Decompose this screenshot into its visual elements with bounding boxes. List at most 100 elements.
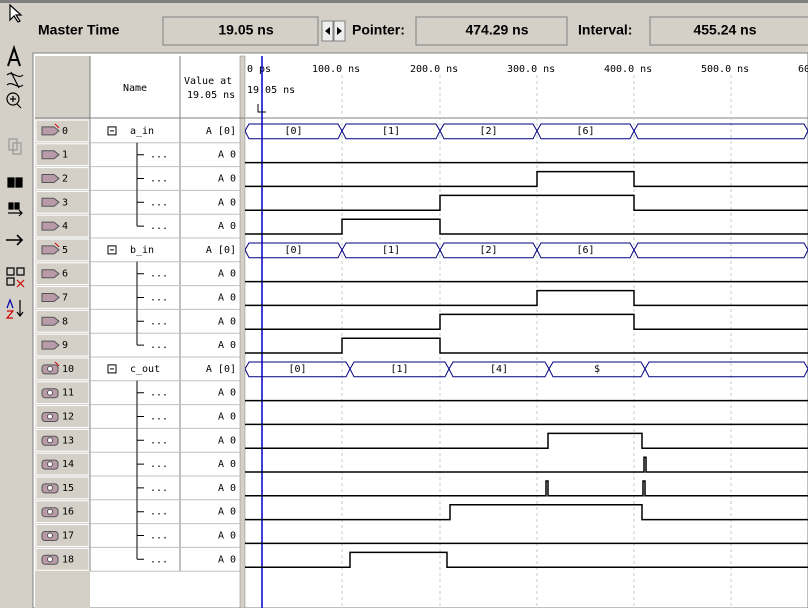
index-cell[interactable] bbox=[35, 167, 90, 190]
signal-name: ... bbox=[150, 554, 168, 565]
signal-name: ... bbox=[150, 197, 168, 208]
goto-tool[interactable] bbox=[6, 234, 24, 246]
master-time-box[interactable] bbox=[162, 16, 319, 46]
bus-value: [1] bbox=[382, 245, 400, 256]
tree-line bbox=[136, 166, 144, 191]
master-time-value: 19.05 ns bbox=[218, 22, 273, 38]
input-icon bbox=[41, 174, 60, 183]
input-icon bbox=[41, 150, 60, 160]
scroll-right-icon bbox=[337, 27, 342, 35]
index-cell[interactable] bbox=[35, 119, 90, 143]
signal-wave bbox=[245, 194, 808, 211]
ruler-label: 600.0 ns bbox=[798, 64, 808, 75]
interval-box bbox=[649, 16, 808, 46]
signal-wave bbox=[245, 504, 808, 521]
output-icon-dot bbox=[47, 389, 53, 396]
index-cell[interactable] bbox=[35, 190, 90, 214]
index-cell[interactable] bbox=[35, 333, 90, 357]
signal-index: 15 bbox=[62, 483, 74, 494]
pointer-value: 474.29 ns bbox=[465, 22, 528, 38]
tree-line bbox=[136, 309, 144, 334]
text-tool[interactable] bbox=[7, 44, 21, 67]
output-icon-dot bbox=[47, 556, 53, 563]
index-cell[interactable] bbox=[35, 309, 90, 333]
tree-line bbox=[136, 452, 144, 476]
tree-line bbox=[136, 380, 144, 405]
signal-wave bbox=[245, 313, 808, 330]
output-icon-dot bbox=[47, 484, 53, 491]
bus-value: [0] bbox=[284, 126, 302, 137]
tree-line bbox=[136, 142, 144, 167]
index-cell[interactable] bbox=[35, 214, 90, 238]
signal-name: ... bbox=[150, 531, 168, 542]
signal-value: A 0 bbox=[218, 435, 236, 446]
zoom-tool[interactable] bbox=[6, 92, 20, 106]
input-icon bbox=[41, 126, 60, 136]
signal-value: A 0 bbox=[218, 197, 236, 208]
tree-line bbox=[136, 190, 144, 215]
signal-index: 11 bbox=[62, 388, 74, 399]
signal-index: 14 bbox=[62, 459, 74, 470]
signal-name: ... bbox=[150, 174, 168, 185]
bus-value: [4] bbox=[490, 364, 508, 375]
index-cell[interactable] bbox=[35, 262, 90, 286]
signal-name: ... bbox=[150, 435, 168, 446]
signal-name: ... bbox=[150, 388, 168, 399]
ruler-label: 300.0 ns bbox=[507, 64, 555, 75]
waveform-tool[interactable] bbox=[6, 71, 24, 89]
ruler-label: 400.0 ns bbox=[604, 64, 652, 75]
signal-index: 3 bbox=[62, 197, 68, 208]
signal-wave bbox=[245, 480, 808, 497]
signal-name: ... bbox=[150, 221, 168, 232]
tree-line bbox=[136, 547, 144, 560]
input-icon bbox=[41, 197, 60, 207]
tree-line bbox=[136, 214, 144, 227]
signal-value: A 0 bbox=[218, 174, 236, 185]
bus-value: [6] bbox=[576, 245, 594, 256]
signal-value: A [0] bbox=[206, 126, 236, 137]
tree-line bbox=[136, 333, 144, 346]
index-cell[interactable] bbox=[35, 238, 90, 262]
signal-value: A [0] bbox=[206, 364, 236, 375]
signal-value: A 0 bbox=[218, 269, 236, 280]
signal-name: ... bbox=[150, 293, 168, 304]
signal-name: b_in bbox=[130, 245, 154, 256]
signal-value: A 0 bbox=[218, 150, 236, 161]
find-tool[interactable] bbox=[7, 177, 23, 188]
bus-value: $ bbox=[594, 364, 600, 375]
signal-index: 13 bbox=[62, 435, 74, 446]
pointer-box bbox=[415, 16, 568, 46]
output-icon-dot bbox=[47, 461, 53, 468]
ruler-label: 200.0 ns bbox=[410, 64, 458, 75]
signal-value: A [0] bbox=[206, 245, 236, 256]
pointer-label: Pointer: bbox=[352, 22, 405, 38]
splitter[interactable] bbox=[239, 55, 246, 608]
signal-value: A 0 bbox=[218, 412, 236, 423]
tree-line bbox=[136, 261, 144, 286]
index-cell[interactable] bbox=[35, 286, 90, 309]
waveforms: 19.05 ns 0 ps 100.0 ns 200.0 ns 300.0 ns 400… bbox=[245, 56, 808, 608]
zoom-tool-mark bbox=[10, 96, 22, 109]
sort-tool[interactable] bbox=[16, 300, 24, 317]
value-header-text: Value at bbox=[184, 76, 232, 87]
signal-value: A 0 bbox=[218, 293, 236, 304]
output-icon-dot bbox=[47, 437, 53, 444]
bus-value: [0] bbox=[288, 364, 306, 375]
copy-tool[interactable] bbox=[8, 138, 22, 155]
select-tool[interactable] bbox=[9, 3, 23, 23]
group-tool[interactable] bbox=[6, 267, 25, 286]
signal-index: 4 bbox=[62, 221, 68, 232]
index-cell[interactable] bbox=[35, 143, 90, 167]
signal-index: 16 bbox=[62, 507, 74, 518]
signal-name: ... bbox=[150, 507, 168, 518]
find-next-tool[interactable] bbox=[8, 202, 20, 210]
signal-index: 7 bbox=[62, 293, 68, 304]
signal-wave bbox=[245, 456, 808, 473]
ruler-label: 0 ps bbox=[247, 64, 271, 75]
tree-line bbox=[136, 499, 144, 524]
signal-wave bbox=[245, 218, 808, 235]
cursor-handle bbox=[257, 104, 266, 113]
signal-index: 10 bbox=[62, 364, 74, 375]
signal-name: a_in bbox=[130, 126, 154, 137]
